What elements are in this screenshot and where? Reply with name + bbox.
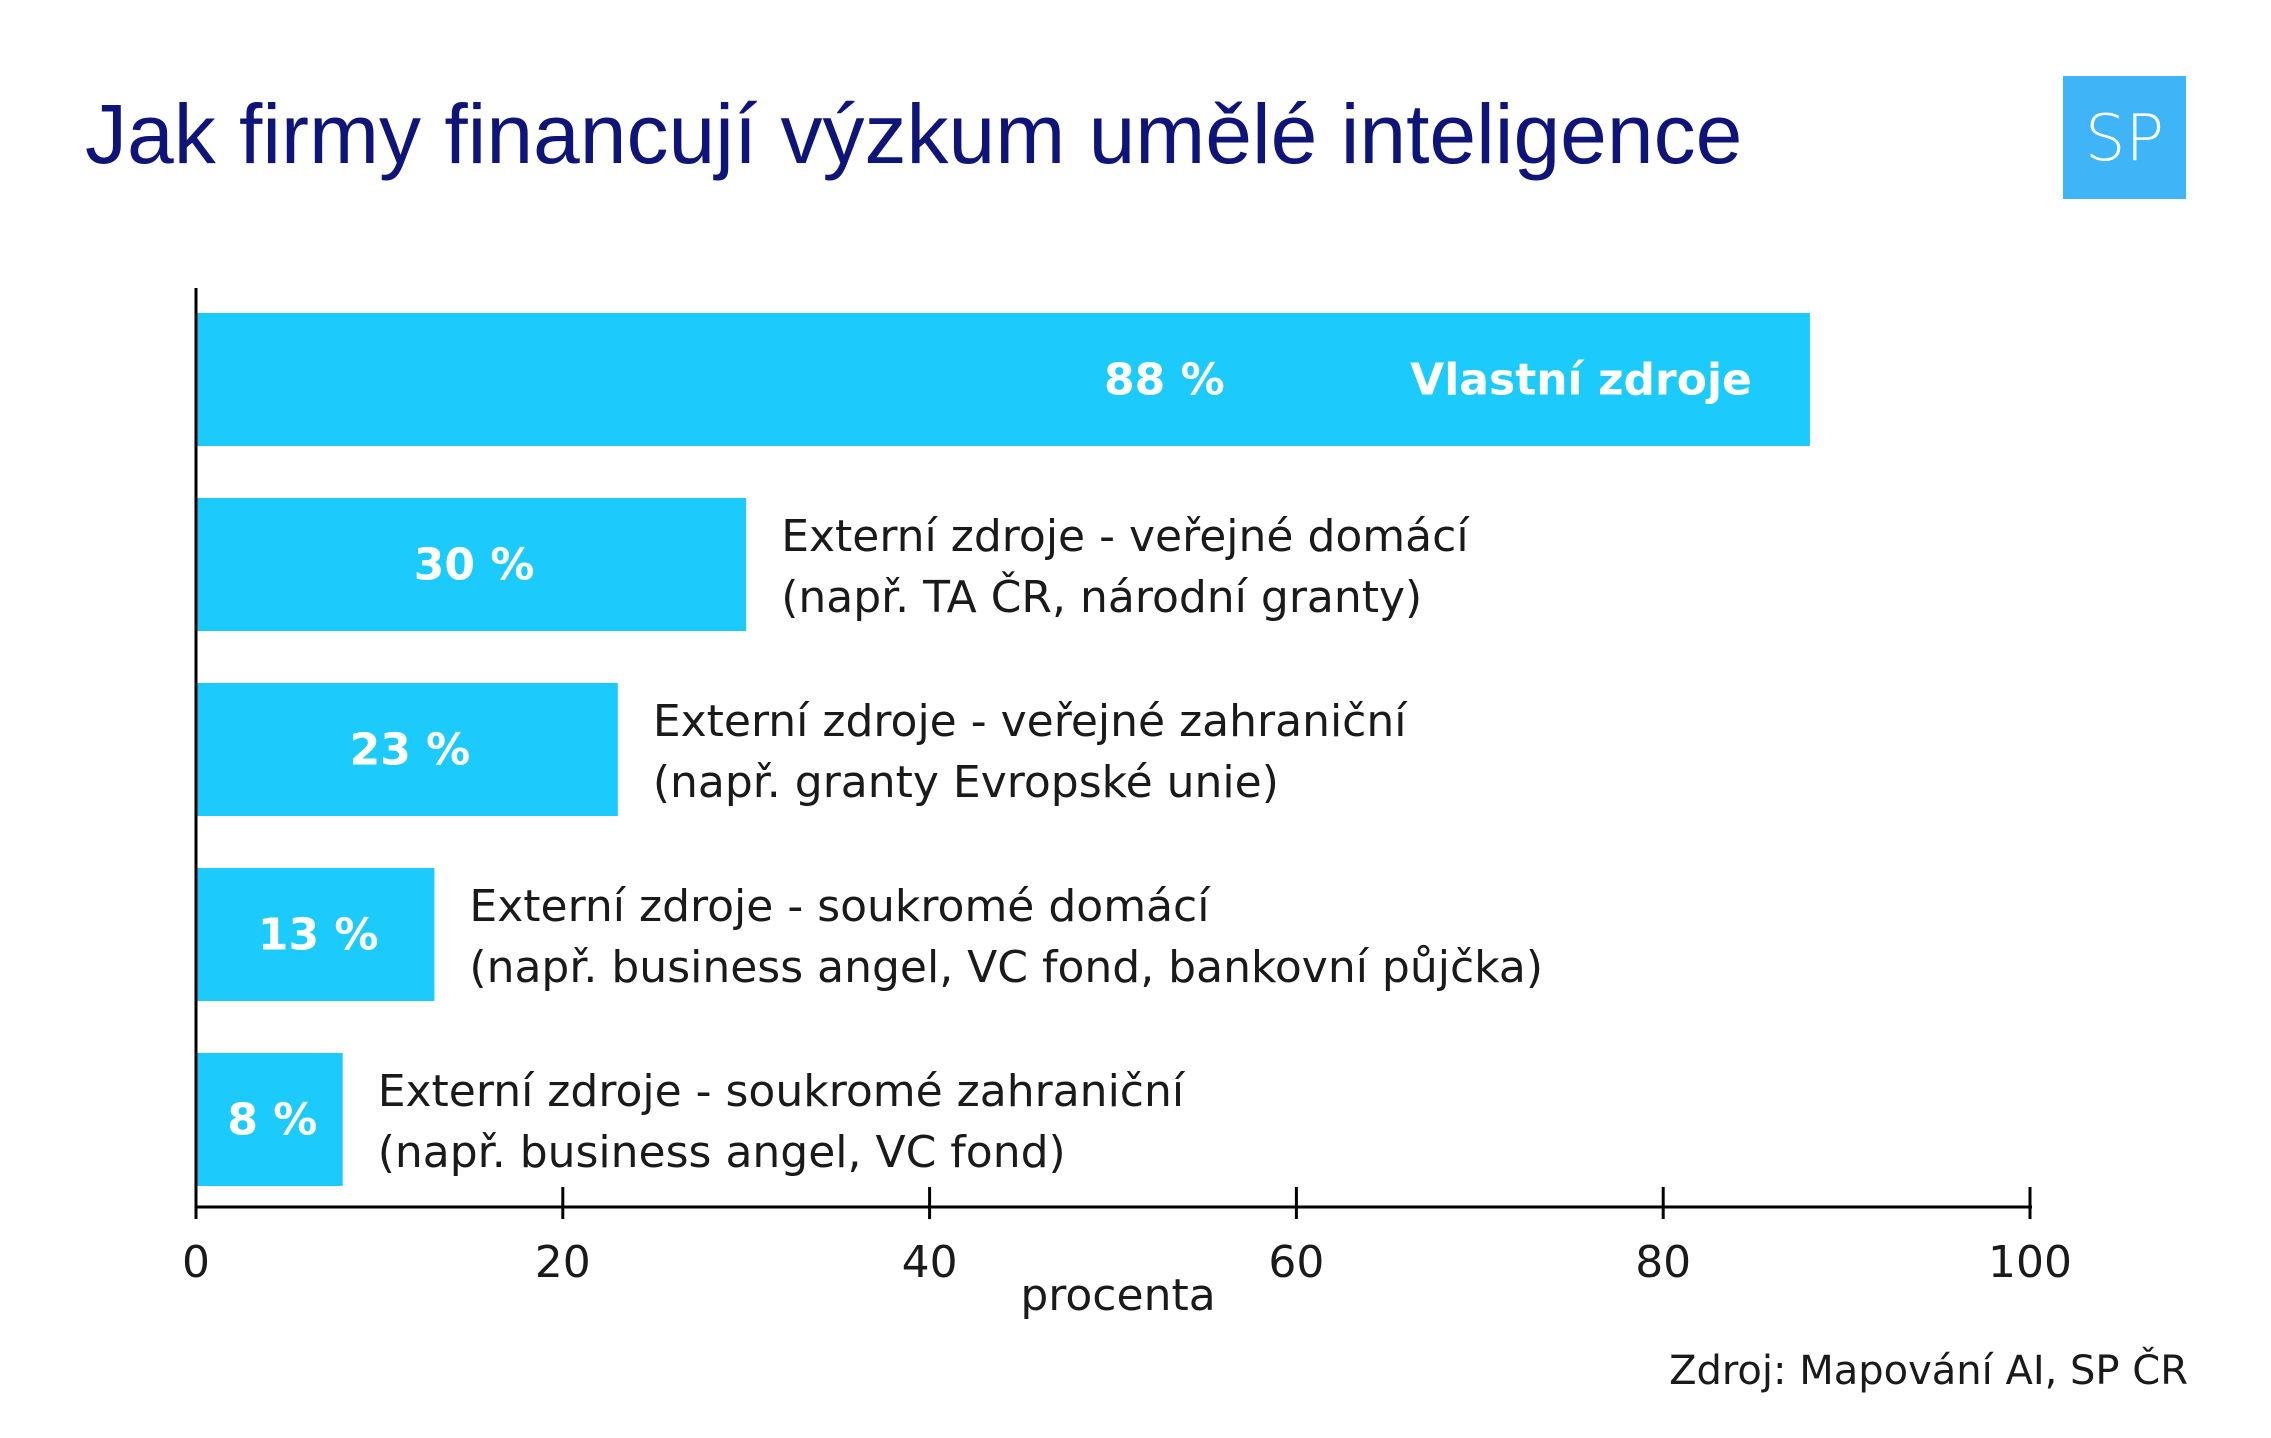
bar [196, 1053, 343, 1186]
bar-category-label: Externí zdroje - soukromé domácí [469, 881, 1211, 932]
x-axis: 0 20 40 60 80 100 [182, 288, 2072, 1288]
bar-value-label: 13 % [258, 910, 379, 961]
bar-category-label: (např. business angel, VC fond) [378, 1127, 1066, 1178]
bar-group: 88 % Vlastní zdroje [196, 313, 1810, 446]
x-tick-label: 20 [535, 1237, 591, 1288]
bar-category-label: Vlastní zdroje [1410, 355, 1752, 406]
x-tick-label: 60 [1268, 1237, 1324, 1288]
bar-category-label: Externí zdroje - soukromé zahraniční [378, 1066, 1186, 1117]
bar-value-label: 23 % [350, 725, 471, 776]
bar-category-label: Externí zdroje - veřejné zahraniční [653, 696, 1408, 747]
bar-category-label: Externí zdroje - veřejné domácí [781, 511, 1470, 562]
bar [196, 498, 747, 631]
sp-logo-text: SP [2085, 102, 2164, 176]
bars-group: 88 % Vlastní zdroje 30 % Externí zdroje - v… [196, 313, 1810, 1186]
bar-value-label: 88 % [1104, 355, 1225, 406]
sp-logo-badge [2063, 76, 2186, 199]
bar-group: 13 % Externí zdroje - soukromé domácí (nap… [196, 868, 1543, 1001]
bar-value-label: 30 % [414, 540, 535, 591]
bar-group: 30 % Externí zdroje - veřejné domácí (např… [196, 498, 1470, 631]
bar-category-label: (např. TA ČR, národní granty) [781, 570, 1422, 623]
bar [196, 683, 618, 816]
source-note: Zdroj: Mapování AI, SP ČR [1669, 1346, 2188, 1394]
bar-group: 8 % Externí zdroje - soukromé zahraniční (… [196, 1053, 1186, 1186]
bar [196, 868, 435, 1001]
x-axis-title: procenta [1020, 1270, 1215, 1321]
bar-group: 23 % Externí zdroje - veřejné zahraniční (… [196, 683, 1408, 816]
bar [196, 313, 1810, 446]
x-tick-label: 100 [1988, 1237, 2072, 1288]
x-tick-label: 0 [182, 1237, 210, 1288]
bar-category-label: (např. business angel, VC fond, bankovní… [469, 942, 1543, 993]
bar-category-label: (např. granty Evropské unie) [653, 757, 1279, 808]
x-tick-label: 40 [902, 1237, 958, 1288]
x-tick-label: 80 [1635, 1237, 1691, 1288]
chart-title: Jak firmy financují výzkum umělé intelig… [85, 87, 1742, 181]
sp-logo: SP [2063, 76, 2186, 199]
bar-value-label: 8 % [227, 1095, 317, 1146]
